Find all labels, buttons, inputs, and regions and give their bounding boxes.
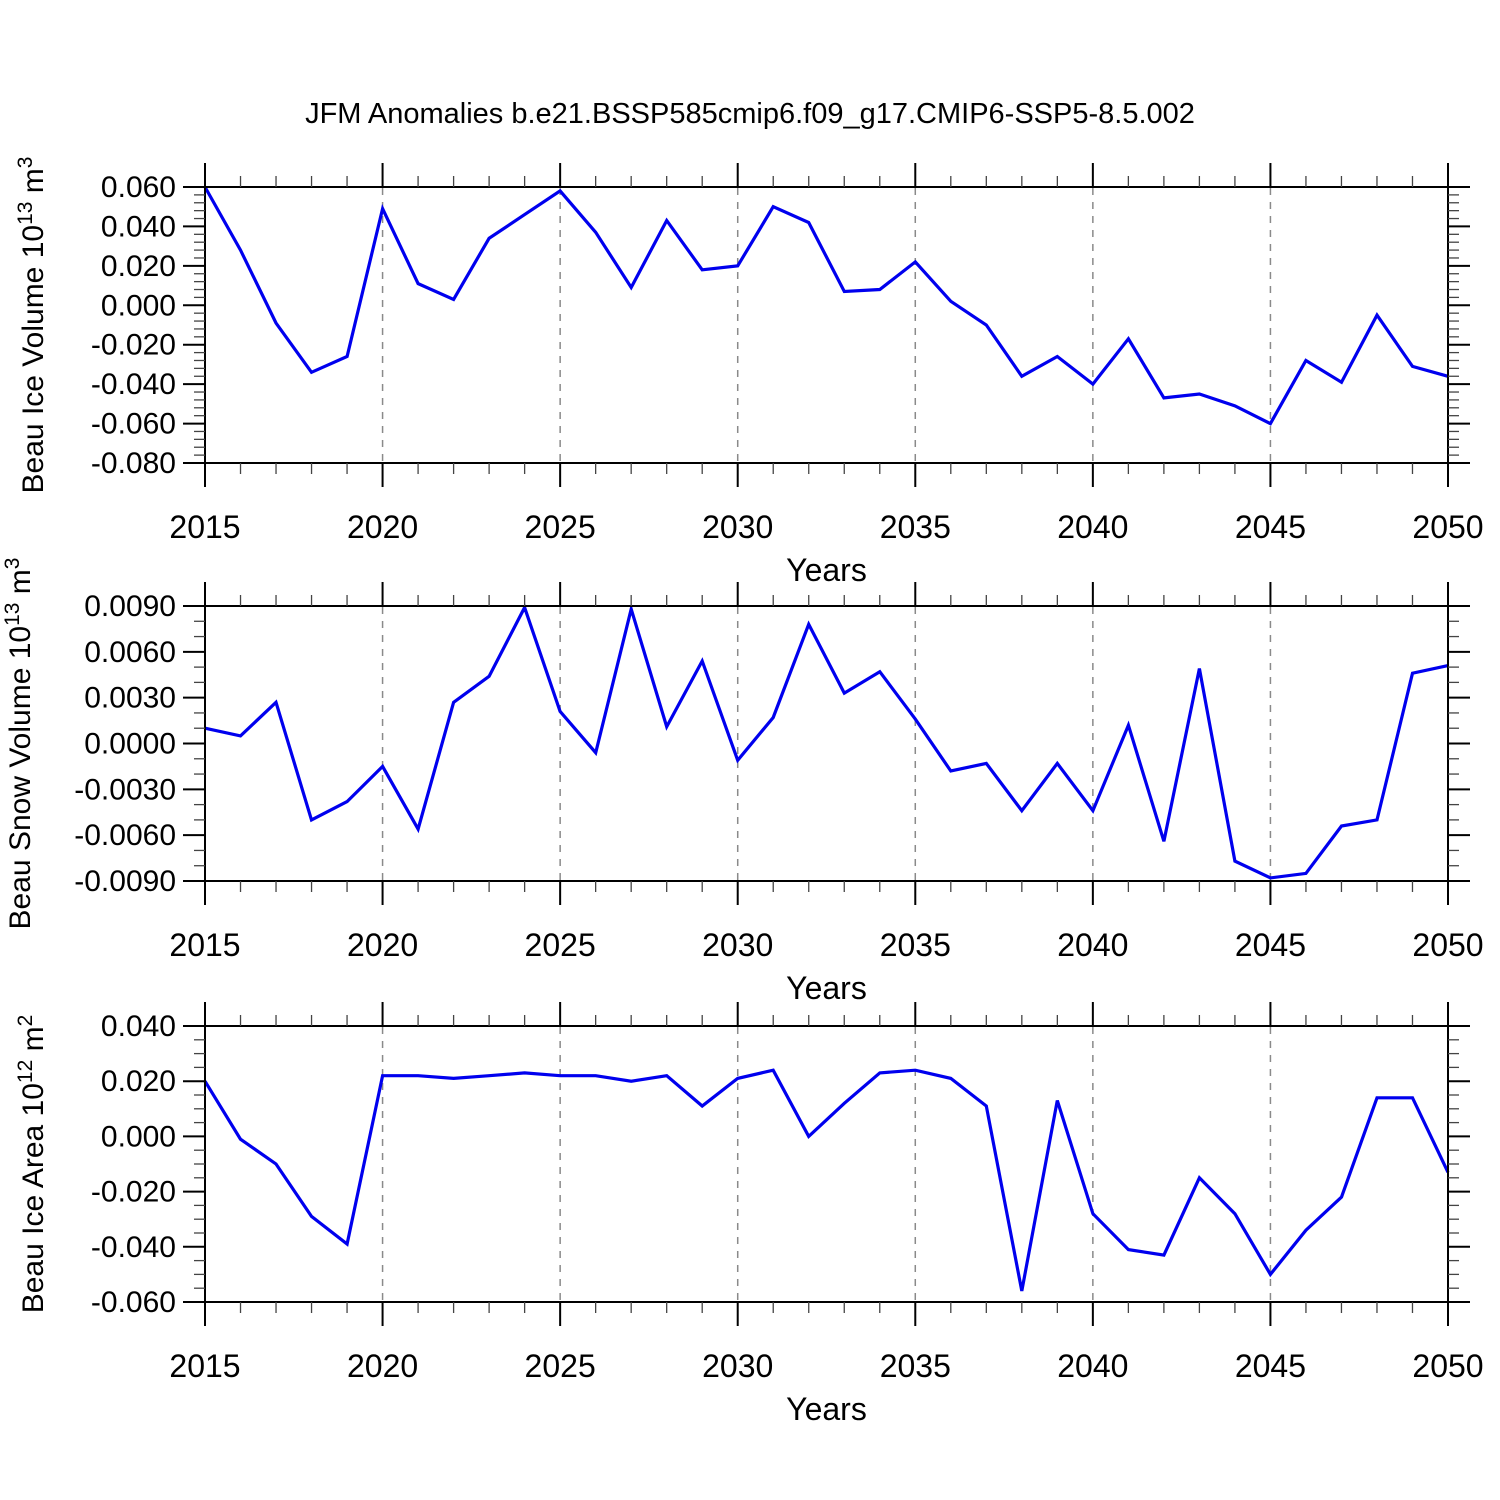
x-tick-label: 2040 xyxy=(1057,1348,1128,1384)
data-line-1 xyxy=(203,186,1449,426)
y-tick-label: 0.0000 xyxy=(84,728,176,761)
x-tick-label: 2015 xyxy=(169,927,240,963)
y-tick-label: 0.0060 xyxy=(84,636,176,669)
y-axis-title: Beau Ice Area 1012 m2 xyxy=(14,1015,50,1314)
x-tick-label: 2035 xyxy=(880,927,951,963)
y-tick-label: -0.0060 xyxy=(74,819,176,852)
chart-title: JFM Anomalies b.e21.BSSP585cmip6.f09_g17… xyxy=(305,98,1195,130)
y-tick-label: -0.060 xyxy=(91,408,176,441)
y-tick-label: -0.020 xyxy=(91,1176,176,1209)
x-tick-label: 2030 xyxy=(702,509,773,545)
x-tick-label: 2045 xyxy=(1235,1348,1306,1384)
x-tick-label: 2020 xyxy=(347,1348,418,1384)
x-tick-label: 2035 xyxy=(880,1348,951,1384)
data-line-2 xyxy=(204,603,1449,880)
y-tick-label: 0.020 xyxy=(101,250,176,283)
panel-2: 2015 2020 2025 2030 2035 2040 2045 2050 0.0090 0.… xyxy=(1,558,1484,1006)
y-tick-label: -0.060 xyxy=(91,1286,176,1319)
x-tick-label: 2025 xyxy=(525,1348,596,1384)
plot-frame xyxy=(204,186,1449,464)
x-axis-title: Years xyxy=(786,1391,867,1427)
x-tick-label: 2040 xyxy=(1057,509,1128,545)
x-tick-label: 2040 xyxy=(1057,927,1128,963)
plot-frame xyxy=(204,605,1449,882)
y-axis-title: Beau Snow Volume 1013 m3 xyxy=(1,558,37,930)
y-tick-label: -0.020 xyxy=(91,329,176,362)
x-axis-title: Years xyxy=(786,970,867,1006)
y-tick-label: -0.040 xyxy=(91,1231,176,1264)
x-tick-label: 2050 xyxy=(1412,1348,1483,1384)
y-tick-label: 0.0090 xyxy=(84,590,176,623)
y-tick-label: -0.0090 xyxy=(74,865,176,898)
y-tick-label: 0.020 xyxy=(101,1065,176,1098)
y-tick-label: 0.000 xyxy=(101,1120,176,1153)
panel-1: 2015 2020 2025 2030 2035 2040 2045 2050 0.060 0.0… xyxy=(14,157,1484,588)
x-tick-label: 2050 xyxy=(1412,509,1483,545)
x-tick-label: 2045 xyxy=(1235,927,1306,963)
x-tick-label: 2030 xyxy=(702,1348,773,1384)
x-tick-label: 2015 xyxy=(169,1348,240,1384)
y-tick-label: 0.000 xyxy=(101,289,176,322)
y-tick-label: -0.040 xyxy=(91,368,176,401)
x-tick-label: 2045 xyxy=(1235,509,1306,545)
x-tick-label: 2050 xyxy=(1412,927,1483,963)
y-tick-label: -0.080 xyxy=(91,447,176,480)
y-tick-label: 0.040 xyxy=(101,210,176,243)
x-tick-label: 2020 xyxy=(347,927,418,963)
x-axis-title: Years xyxy=(786,552,867,588)
y-tick-label: 0.040 xyxy=(101,1010,176,1043)
x-tick-label: 2015 xyxy=(169,509,240,545)
x-tick-label: 2025 xyxy=(525,927,596,963)
x-tick-label: 2025 xyxy=(525,509,596,545)
x-tick-label: 2030 xyxy=(702,927,773,963)
panel-3: 2015 2020 2025 2030 2035 2040 2045 2050 0.040 0.0… xyxy=(14,1002,1484,1427)
y-tick-label: 0.0030 xyxy=(84,682,176,715)
y-axis-title: Beau Ice Volume 1013 m3 xyxy=(14,157,50,494)
y-tick-label: 0.060 xyxy=(101,171,176,204)
x-tick-label: 2020 xyxy=(347,509,418,545)
y-tick-label: -0.0030 xyxy=(74,773,176,806)
x-tick-label: 2035 xyxy=(880,509,951,545)
data-line-3 xyxy=(203,1068,1450,1292)
